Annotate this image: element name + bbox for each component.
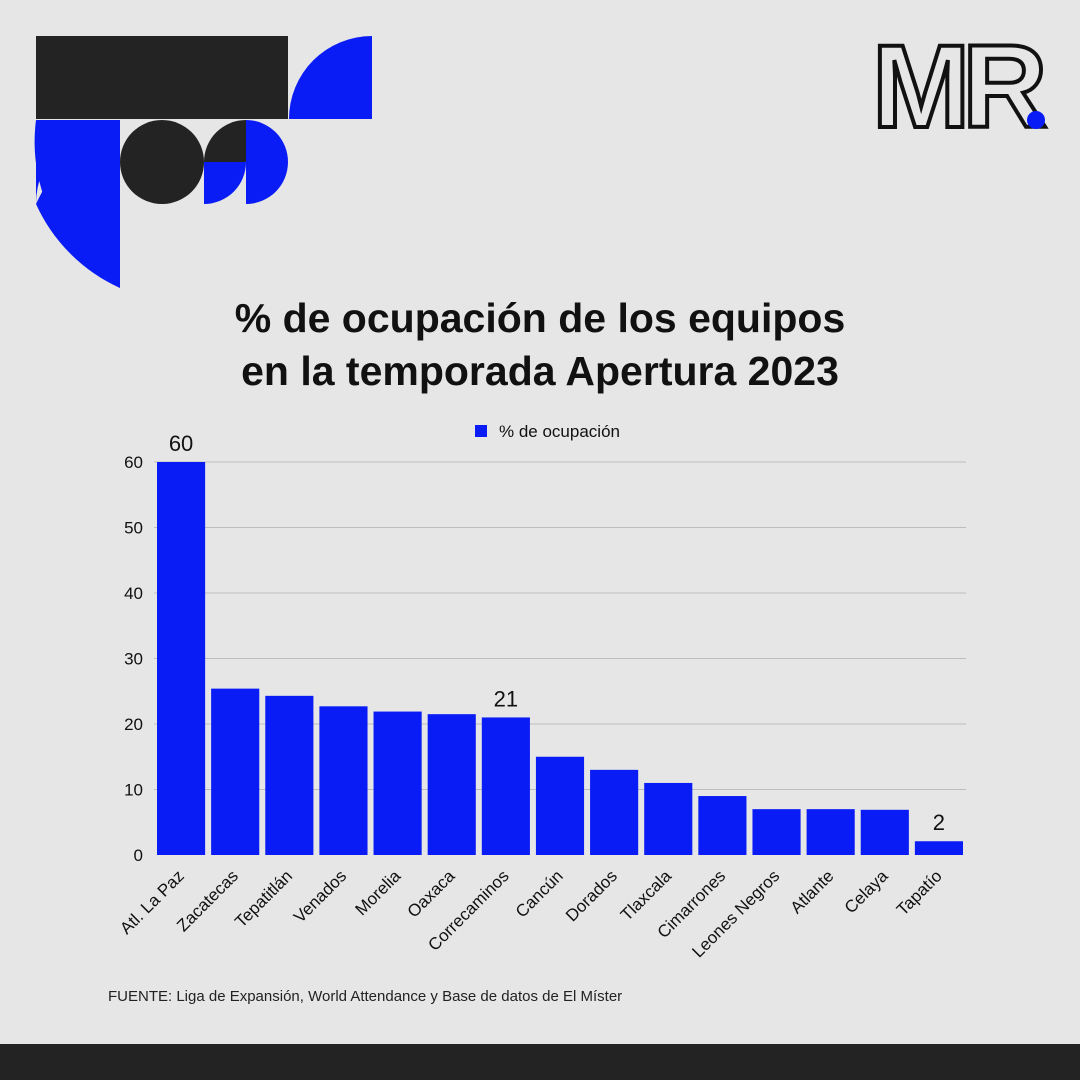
y-tick-label: 0 — [134, 846, 143, 865]
bar — [806, 809, 855, 855]
bar — [644, 782, 693, 855]
chart-title-line-2: en la temporada Apertura 2023 — [241, 348, 839, 394]
bar — [265, 695, 314, 855]
x-tick-label: Celaya — [841, 866, 892, 917]
bar — [319, 706, 368, 855]
bar — [860, 809, 909, 855]
deco-black-quarter — [204, 120, 246, 162]
brand-logo-icon: MR — [870, 19, 1055, 155]
deco-black-circle — [120, 120, 204, 204]
y-tick-label: 20 — [124, 715, 143, 734]
deco-blue-quarter-top — [289, 36, 372, 119]
bar — [590, 769, 639, 855]
y-tick-label: 40 — [124, 584, 143, 603]
bar — [698, 796, 747, 855]
decorative-shapes — [34, 36, 372, 288]
x-tick-label: Morelia — [352, 866, 405, 919]
x-tick-label: Oaxaca — [404, 866, 459, 921]
y-tick-label: 50 — [124, 519, 143, 538]
x-tick-label: Venados — [290, 866, 350, 926]
data-label: 21 — [494, 686, 518, 711]
bottom-bar — [0, 1044, 1080, 1080]
y-tick-label: 30 — [124, 650, 143, 669]
legend-label: % de ocupación — [499, 422, 620, 441]
x-tick-label: Atlante — [787, 866, 838, 917]
bar — [752, 809, 801, 855]
bar — [373, 711, 422, 855]
bar — [914, 841, 963, 855]
bar — [535, 756, 585, 855]
bar — [157, 462, 206, 855]
bar — [481, 717, 530, 855]
legend-swatch — [475, 425, 487, 437]
deco-blue-large-fan — [36, 120, 120, 288]
chart-title-line-1: % de ocupación de los equipos — [234, 295, 846, 341]
bar — [211, 688, 260, 855]
bar — [427, 714, 476, 855]
data-label: 2 — [933, 810, 945, 835]
deco-black-bar — [36, 36, 288, 119]
logo-text: MR — [872, 30, 1045, 135]
y-tick-label: 10 — [124, 781, 143, 800]
x-tick-label: Tepatitlán — [231, 866, 296, 931]
logo-blue-dot — [1027, 111, 1045, 129]
deco-blue-quarter-small — [204, 162, 246, 204]
data-label: 60 — [169, 431, 193, 456]
y-tick-label: 60 — [124, 453, 143, 472]
brand-logo: MR — [870, 19, 1055, 155]
x-tick-label: Tapatío — [893, 866, 946, 919]
deco-blue-semicircle — [246, 120, 288, 204]
source-note: FUENTE: Liga de Expansión, World Attenda… — [108, 988, 623, 1005]
x-tick-label: Cancún — [512, 866, 567, 921]
x-tick-label: Dorados — [562, 866, 621, 925]
chart-title: % de ocupación de los equipos en la temp… — [0, 292, 1080, 398]
